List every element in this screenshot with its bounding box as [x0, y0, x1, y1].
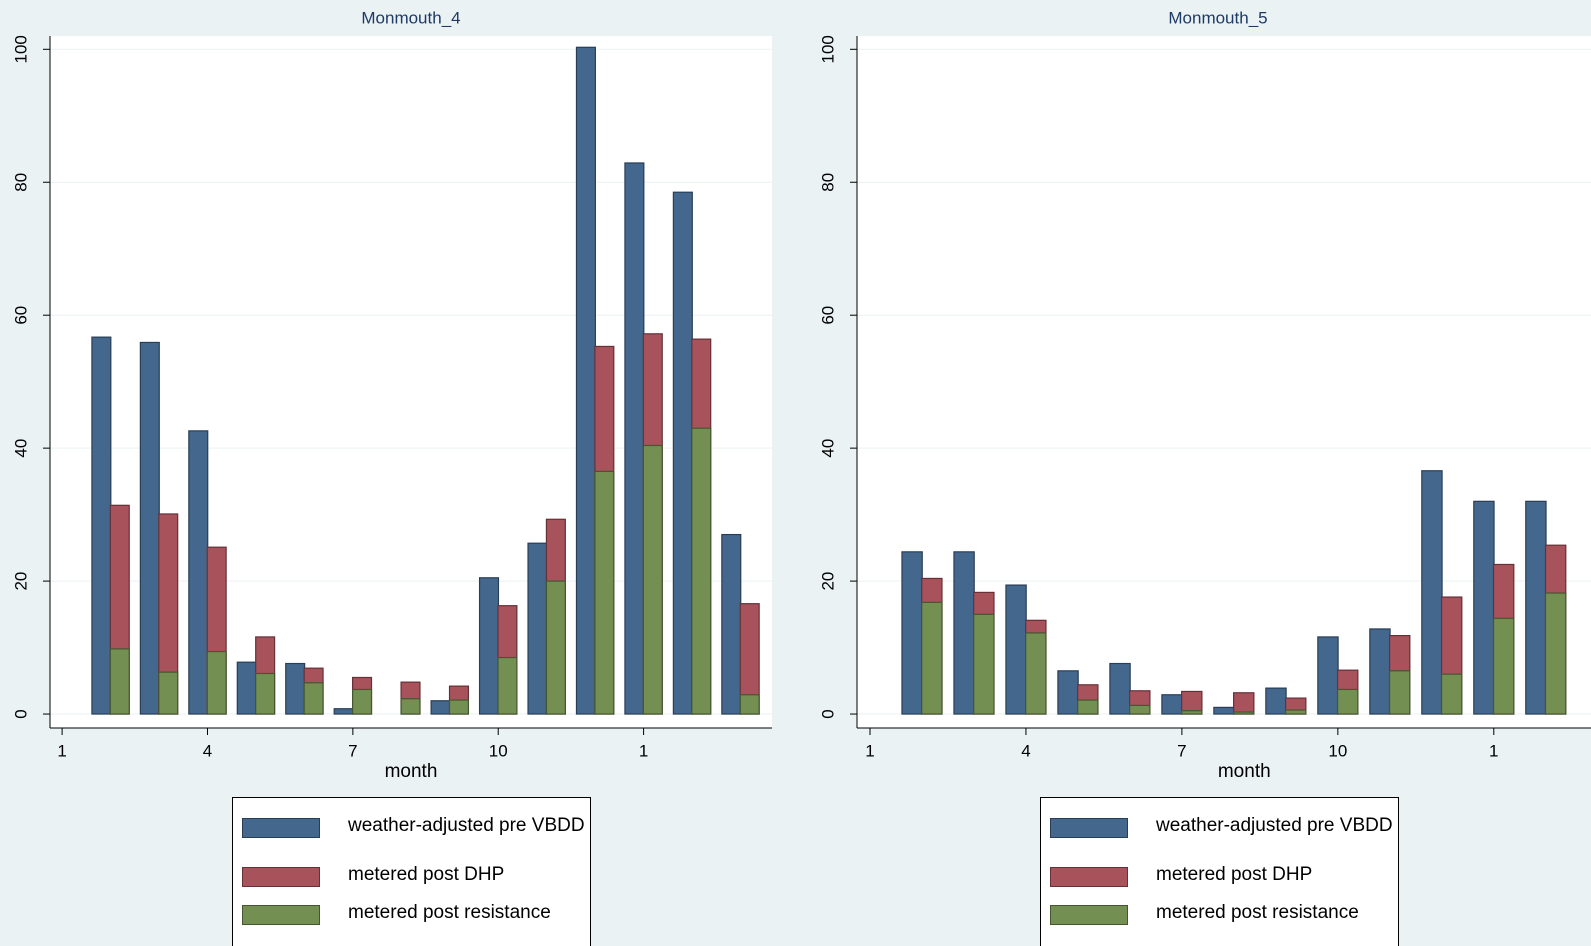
bar — [1492, 617, 1515, 715]
y-tick-label: 40 — [818, 439, 837, 458]
bar — [1005, 584, 1027, 715]
bar — [255, 672, 276, 715]
legend-label: metered post resistance — [348, 902, 551, 923]
bar — [642, 444, 663, 715]
bar — [1233, 711, 1255, 715]
bar — [721, 533, 742, 715]
bar — [1129, 704, 1151, 715]
bar — [1181, 710, 1203, 715]
bar — [1057, 670, 1079, 715]
bar — [206, 650, 227, 715]
legend-label: metered post resistance — [1156, 902, 1359, 923]
bar — [109, 648, 130, 715]
y-tick-label: 100 — [818, 35, 837, 63]
y-tick-label: 0 — [818, 709, 837, 718]
x-tick-label: 1 — [639, 741, 648, 760]
bar — [1440, 673, 1463, 715]
bar — [1336, 688, 1359, 715]
bar — [91, 336, 112, 715]
chart-title: Monmouth_4 — [361, 8, 460, 27]
x-tick-label: 1 — [1489, 741, 1498, 760]
bar — [1077, 699, 1099, 715]
y-tick-label: 20 — [818, 572, 837, 591]
bar — [691, 427, 712, 715]
bar — [1161, 694, 1183, 715]
y-tick-label: 20 — [11, 572, 30, 591]
legend-label: metered post DHP — [348, 864, 505, 885]
legend-swatch — [1050, 905, 1128, 925]
bar — [303, 682, 324, 715]
x-tick-label: 4 — [203, 741, 212, 760]
bar — [1265, 687, 1287, 715]
bar — [527, 542, 548, 715]
bar — [188, 430, 209, 715]
bar — [1109, 662, 1131, 715]
bar — [400, 698, 421, 715]
legend-swatch — [1050, 867, 1128, 887]
bar — [139, 341, 160, 715]
bar — [1473, 500, 1495, 715]
bar — [1525, 500, 1547, 715]
bar — [1233, 692, 1255, 715]
bar — [333, 708, 354, 715]
bar — [1284, 709, 1307, 715]
legend-label: weather-adjusted pre VBDD — [348, 815, 585, 836]
x-axis-label: month — [385, 761, 438, 782]
bar — [158, 671, 179, 715]
chart-title: Monmouth_5 — [1168, 8, 1267, 27]
x-tick-label: 1 — [57, 741, 66, 760]
bar — [953, 551, 975, 715]
y-tick-label: 80 — [11, 173, 30, 192]
bar — [497, 656, 518, 715]
legend-swatch — [1050, 818, 1128, 838]
bar — [236, 661, 257, 715]
x-tick-label: 10 — [1328, 741, 1347, 760]
x-tick-label: 10 — [489, 741, 508, 760]
x-tick-label: 7 — [1177, 741, 1186, 760]
y-tick-label: 60 — [818, 306, 837, 325]
bar — [1213, 706, 1235, 715]
bar — [478, 577, 500, 715]
bar — [624, 162, 645, 715]
x-tick-label: 4 — [1021, 741, 1030, 760]
bar — [921, 601, 943, 715]
legend-label: metered post DHP — [1156, 864, 1313, 885]
y-tick-label: 60 — [11, 306, 30, 325]
bar — [672, 191, 693, 715]
bar — [352, 688, 373, 715]
x-tick-label: 1 — [865, 741, 874, 760]
bar — [1369, 628, 1391, 715]
bar — [1544, 592, 1567, 715]
bar — [1025, 632, 1047, 715]
y-tick-label: 40 — [11, 439, 30, 458]
bar — [1388, 670, 1411, 715]
y-tick-label: 0 — [11, 709, 30, 718]
bar — [1317, 636, 1339, 715]
bar — [973, 613, 995, 715]
y-tick-label: 100 — [11, 35, 30, 63]
bar — [1421, 470, 1443, 715]
bar — [739, 694, 760, 715]
bar — [448, 699, 470, 715]
y-tick-label: 80 — [818, 173, 837, 192]
x-axis-label: month — [1218, 761, 1271, 782]
bar — [430, 700, 451, 715]
bar — [575, 46, 596, 715]
legend-label: weather-adjusted pre VBDD — [1156, 815, 1393, 836]
x-tick-label: 7 — [348, 741, 357, 760]
bar — [594, 470, 615, 715]
bar — [285, 662, 306, 715]
bar — [545, 580, 566, 715]
legend-swatch — [242, 905, 320, 925]
bar — [901, 551, 923, 715]
legend-swatch — [242, 818, 320, 838]
legend-swatch — [242, 867, 320, 887]
